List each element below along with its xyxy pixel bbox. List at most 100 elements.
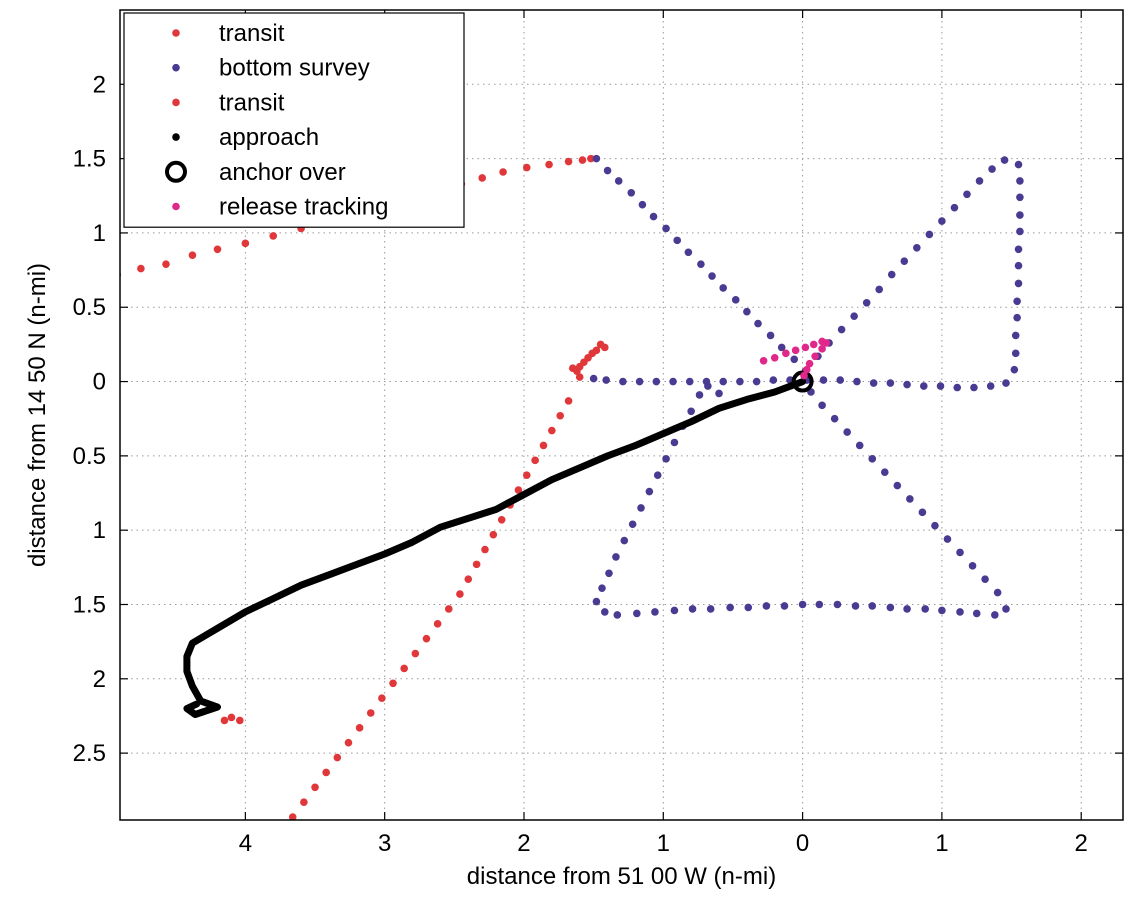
y-tick-label: 1.5 xyxy=(73,591,106,618)
data-point xyxy=(600,608,609,616)
data-point xyxy=(754,319,762,328)
data-point xyxy=(638,200,647,209)
data-point xyxy=(953,383,962,392)
data-point xyxy=(719,284,727,292)
data-point xyxy=(770,353,779,362)
data-point xyxy=(684,248,693,257)
data-point xyxy=(1016,211,1024,219)
data-point xyxy=(389,679,397,688)
data-point xyxy=(619,377,627,386)
data-point xyxy=(925,230,934,239)
data-point xyxy=(991,611,999,619)
data-point xyxy=(545,160,553,169)
x-tick-label: 1 xyxy=(657,830,670,857)
data-point xyxy=(400,664,408,673)
data-point xyxy=(598,584,606,592)
legend: transit bottom survey transit approach ancho… xyxy=(123,12,465,228)
data-point xyxy=(522,471,531,479)
data-point xyxy=(433,620,442,628)
data-point xyxy=(605,569,613,578)
data-point xyxy=(800,371,808,380)
legend-label: anchor over xyxy=(219,159,346,186)
data-point xyxy=(986,382,995,390)
data-point xyxy=(818,345,826,353)
data-point xyxy=(798,600,807,609)
data-point xyxy=(497,515,506,524)
data-point xyxy=(822,339,831,347)
data-point xyxy=(805,359,814,368)
data-point xyxy=(906,495,914,503)
data-point xyxy=(1013,297,1021,306)
data-point xyxy=(548,426,556,435)
y-tick-label: 0 xyxy=(93,369,106,396)
data-point xyxy=(802,365,811,374)
data-point xyxy=(762,602,771,610)
data-point xyxy=(333,753,342,762)
y-tick-label: 1 xyxy=(93,220,106,247)
data-point xyxy=(481,545,489,554)
y-tick-label: 2.5 xyxy=(73,740,106,767)
data-point xyxy=(188,251,197,260)
data-point xyxy=(300,798,308,806)
data-point xyxy=(988,165,996,173)
data-point xyxy=(731,296,740,304)
y-tick-label: 2 xyxy=(93,666,106,693)
data-point xyxy=(855,441,864,450)
data-point xyxy=(1002,605,1010,613)
data-point xyxy=(236,716,244,725)
series-transit xyxy=(220,340,609,820)
data-point xyxy=(612,553,620,561)
data-point xyxy=(213,245,222,254)
approach-track-line xyxy=(183,378,807,718)
x-tick-label: 2 xyxy=(1075,830,1088,857)
data-point xyxy=(938,606,946,615)
data-point xyxy=(862,298,871,307)
data-point xyxy=(635,377,644,386)
data-point xyxy=(627,189,636,197)
data-point xyxy=(886,603,895,612)
data-point xyxy=(801,343,810,352)
data-point xyxy=(422,634,431,643)
data-point xyxy=(819,376,828,384)
x-tick-label: 2 xyxy=(517,830,530,857)
data-point xyxy=(464,575,473,584)
data-point xyxy=(843,428,851,436)
data-point xyxy=(366,709,375,717)
data-point xyxy=(685,377,694,386)
data-point xyxy=(637,504,645,512)
data-point xyxy=(1016,193,1024,202)
data-point xyxy=(378,694,386,702)
data-point xyxy=(791,346,800,355)
data-point xyxy=(1016,177,1024,185)
legend-marker xyxy=(172,63,180,72)
data-point xyxy=(963,190,971,199)
data-point xyxy=(833,600,842,609)
x-tick-label: 4 xyxy=(239,830,252,857)
data-point xyxy=(673,236,682,245)
data-point xyxy=(1014,160,1023,169)
legend-marker xyxy=(172,133,180,141)
data-point xyxy=(975,177,984,185)
data-point xyxy=(697,260,705,268)
data-point xyxy=(837,325,846,334)
data-point xyxy=(669,377,677,386)
legend-label: bottom survey xyxy=(219,55,370,82)
data-point xyxy=(993,588,1002,597)
data-point xyxy=(613,611,622,619)
data-point xyxy=(743,307,751,316)
data-point xyxy=(790,355,799,364)
data-point xyxy=(900,257,909,265)
data-point xyxy=(564,397,573,405)
data-point xyxy=(514,486,523,494)
data-point xyxy=(1000,156,1009,164)
data-point xyxy=(811,352,819,361)
data-point xyxy=(708,272,716,280)
data-point xyxy=(322,768,330,777)
data-point xyxy=(880,468,889,477)
data-point xyxy=(706,605,715,613)
data-point xyxy=(918,508,927,517)
ticks: 4 3 2 1 0 1 2 2 1.5 1 0.5 0 0.5 1 1.5 2 2.5 xyxy=(73,10,1123,857)
data-point xyxy=(919,382,928,390)
data-point xyxy=(489,530,498,539)
